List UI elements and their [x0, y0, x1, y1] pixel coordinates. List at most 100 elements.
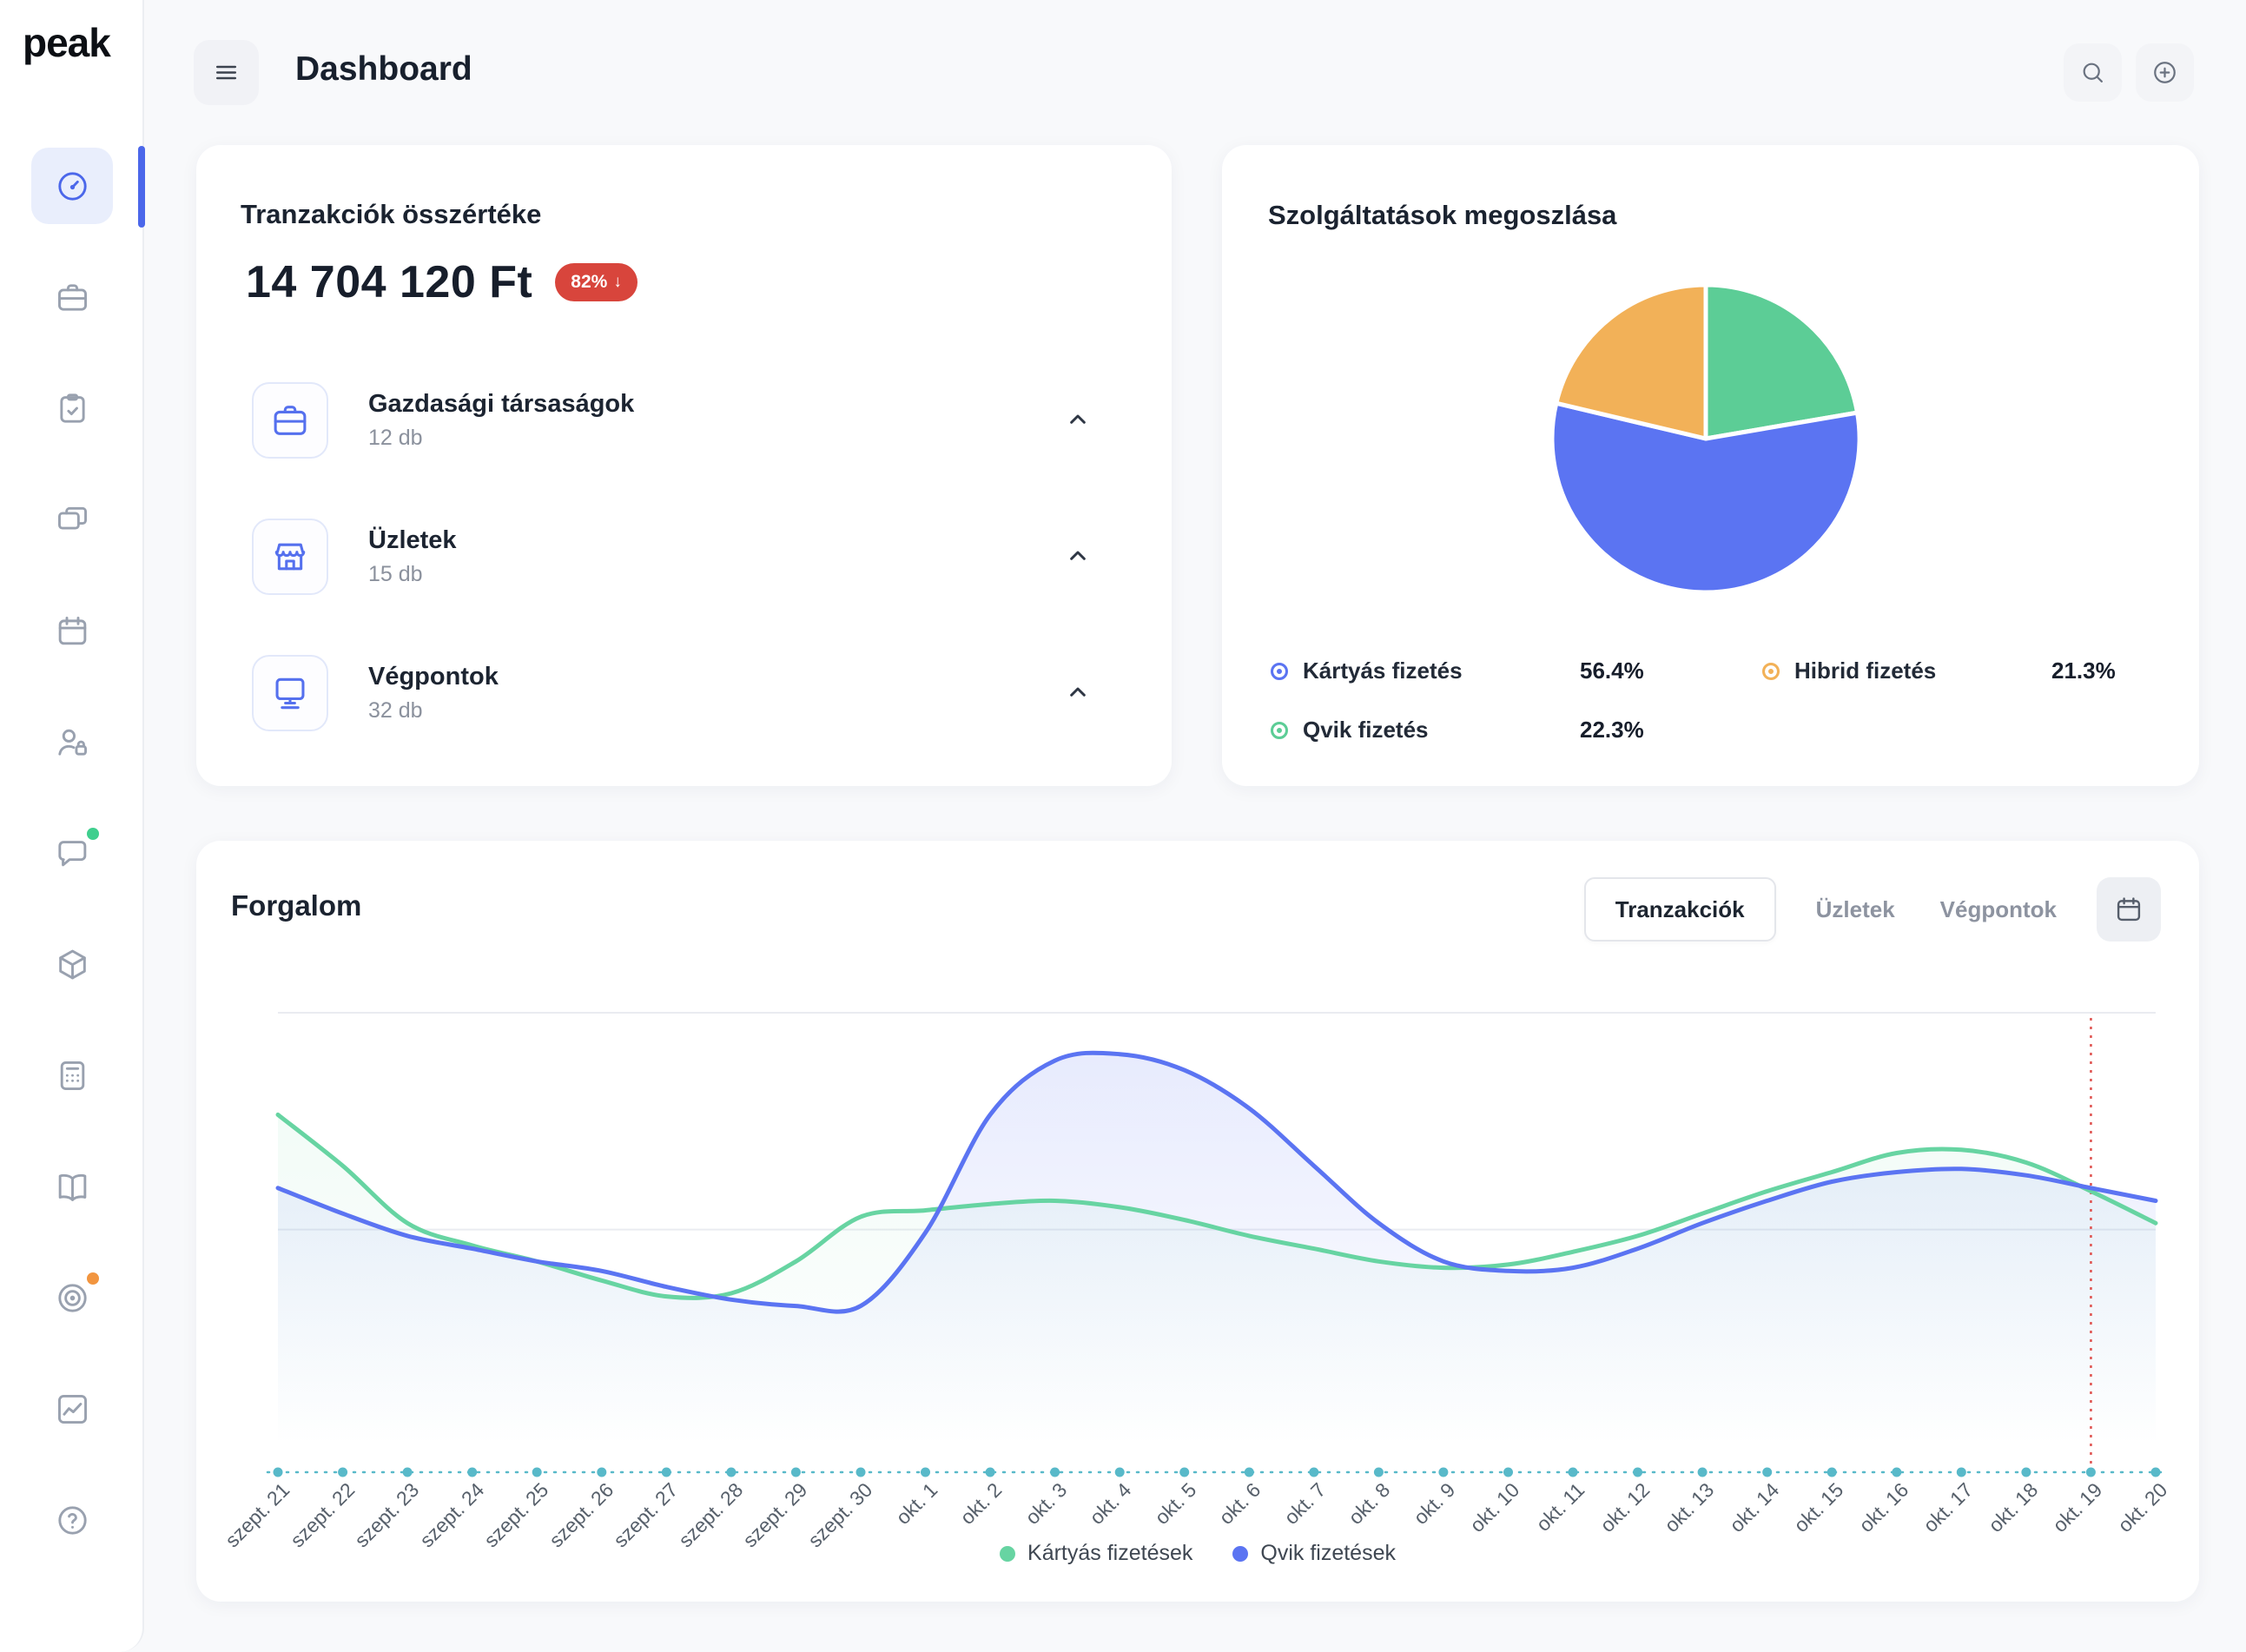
- row-label: Gazdasági társaságok: [368, 390, 635, 418]
- sidebar-active-indicator: [138, 146, 145, 228]
- legend-label: Kártyás fizetések: [1027, 1541, 1193, 1565]
- legend-label: Hibrid fizetés: [1794, 657, 1937, 684]
- row-count: 32 db: [368, 698, 423, 723]
- book-icon: [58, 1173, 86, 1201]
- search-icon: [2083, 63, 2103, 83]
- app-logo: peak: [23, 20, 111, 65]
- x-axis-label: okt. 13: [1660, 1478, 1719, 1537]
- x-axis-label: szept. 24: [414, 1478, 489, 1552]
- collapse-button[interactable]: [1064, 406, 1092, 436]
- row-label: Üzletek: [368, 526, 457, 554]
- x-axis-label: okt. 14: [1724, 1478, 1784, 1537]
- x-axis-label: szept. 23: [350, 1478, 424, 1552]
- x-axis-label: okt. 11: [1531, 1478, 1589, 1536]
- traffic-legend: Kártyás fizetések Qvik fizetések: [196, 1541, 2199, 1566]
- legend-item-card-payments: Kártyás fizetések: [1000, 1541, 1192, 1566]
- transactions-card: Tranzakciók összértéke 14 704 120 Ft 82%…: [196, 145, 1172, 786]
- x-axis-label: okt. 12: [1595, 1478, 1654, 1537]
- summary-row-companies[interactable]: Gazdasági társaságok 12 db: [252, 382, 1116, 459]
- services-card-title: Szolgáltatások megoszlása: [1268, 200, 1617, 230]
- target-icon: [57, 1283, 87, 1312]
- legend-item-card-payment: Kártyás fizetés: [1271, 657, 1463, 684]
- x-axis-label: okt. 6: [1214, 1478, 1265, 1530]
- x-axis-label: okt. 9: [1409, 1478, 1460, 1530]
- x-axis-label: szept. 25: [479, 1478, 553, 1552]
- sidebar-item-calendar[interactable]: [31, 592, 113, 669]
- services-card: Szolgáltatások megoszlása Kártyás fizeté…: [1222, 145, 2199, 786]
- tab-stores[interactable]: Üzletek: [1811, 895, 1900, 924]
- tab-endpoints[interactable]: Végpontok: [1935, 895, 2062, 924]
- x-axis-label: szept. 29: [738, 1478, 812, 1552]
- sidebar-item-products[interactable]: [31, 926, 113, 1002]
- x-axis-label: okt. 19: [2048, 1478, 2107, 1537]
- sidebar-item-user-permissions[interactable]: [31, 704, 113, 780]
- traffic-line-chart: [266, 1012, 2168, 1477]
- user-lock-icon: [57, 729, 87, 756]
- tab-transactions[interactable]: Tranzakciók: [1583, 877, 1776, 942]
- sidebar-item-windows[interactable]: [31, 481, 113, 558]
- notification-dot: [87, 828, 99, 840]
- summary-row-stores[interactable]: Üzletek 15 db: [252, 519, 1116, 595]
- x-axis-labels: szept. 21 szept. 22 szept. 23 szept. 24 szep…: [196, 1478, 2199, 1591]
- notification-dot: [87, 1272, 99, 1285]
- x-axis-label: okt. 8: [1344, 1478, 1395, 1530]
- x-axis-label: szept. 22: [285, 1478, 359, 1552]
- legend-label: Kártyás fizetés: [1303, 657, 1463, 684]
- support-chat-icon: [57, 840, 86, 866]
- change-badge: 82% ↓: [555, 263, 637, 301]
- x-axis-label: szept. 27: [609, 1478, 683, 1552]
- storefront-icon: [274, 543, 306, 571]
- x-axis-label: szept. 26: [544, 1478, 618, 1552]
- sidebar: peak: [0, 0, 144, 1652]
- sidebar-item-reports[interactable]: [31, 1371, 113, 1447]
- plus-circle-icon: [2154, 62, 2176, 83]
- x-axis-label: okt. 4: [1085, 1478, 1136, 1530]
- menu-icon: [215, 65, 237, 80]
- clipboard-check-icon: [59, 393, 85, 423]
- row-texts: Üzletek 15 db: [368, 526, 457, 587]
- sidebar-nav: [0, 148, 144, 1558]
- page-title: Dashboard: [295, 50, 472, 88]
- legend-dot: [1762, 662, 1780, 680]
- legend-dot: [1271, 721, 1288, 739]
- transactions-card-title: Tranzakciók összértéke: [241, 199, 542, 229]
- sidebar-item-companies[interactable]: [31, 259, 113, 335]
- windows-icon: [57, 506, 87, 530]
- calendar-icon: [2117, 897, 2141, 922]
- legend-label: Qvik fizetések: [1260, 1541, 1396, 1565]
- sidebar-item-support[interactable]: [31, 815, 113, 891]
- row-count: 15 db: [368, 562, 423, 586]
- sidebar-item-help[interactable]: [31, 1482, 113, 1558]
- x-axis-label: okt. 20: [2113, 1478, 2172, 1537]
- chevron-up-icon: [1070, 414, 1086, 424]
- sidebar-item-targets[interactable]: [31, 1259, 113, 1336]
- sidebar-item-dashboard[interactable]: [31, 148, 113, 224]
- traffic-card: Forgalom Tranzakciók Üzletek Végpontok s…: [196, 841, 2199, 1602]
- x-axis-label: okt. 17: [1919, 1478, 1978, 1537]
- menu-button[interactable]: [194, 40, 259, 105]
- legend-dot: [1271, 662, 1288, 680]
- endpoint-icon: [275, 677, 305, 710]
- date-range-button[interactable]: [2097, 877, 2161, 942]
- area-chart-icon: [57, 1394, 87, 1424]
- traffic-tabs: Tranzakciók Üzletek Végpontok: [1583, 877, 2161, 942]
- sidebar-item-knowledge[interactable]: [31, 1148, 113, 1225]
- row-texts: Végpontok 32 db: [368, 663, 499, 724]
- legend-label: Qvik fizetés: [1303, 717, 1429, 743]
- briefcase-icon: [57, 283, 87, 311]
- legend-percentage: 56.4%: [1580, 657, 1644, 684]
- legend-item-hybrid-payment: Hibrid fizetés: [1762, 657, 1936, 684]
- legend-dot: [1000, 1545, 1016, 1562]
- row-icon-tile: [252, 382, 328, 459]
- add-button[interactable]: [2136, 43, 2194, 102]
- briefcase-icon: [274, 406, 307, 435]
- sidebar-item-accounting[interactable]: [31, 1037, 113, 1113]
- x-axis-label: szept. 30: [803, 1478, 877, 1552]
- summary-row-endpoints[interactable]: Végpontok 32 db: [252, 655, 1116, 731]
- sidebar-item-tasks[interactable]: [31, 370, 113, 446]
- collapse-button[interactable]: [1064, 542, 1092, 572]
- x-axis-label: szept. 28: [673, 1478, 748, 1552]
- collapse-button[interactable]: [1064, 678, 1092, 709]
- search-button[interactable]: [2064, 43, 2122, 102]
